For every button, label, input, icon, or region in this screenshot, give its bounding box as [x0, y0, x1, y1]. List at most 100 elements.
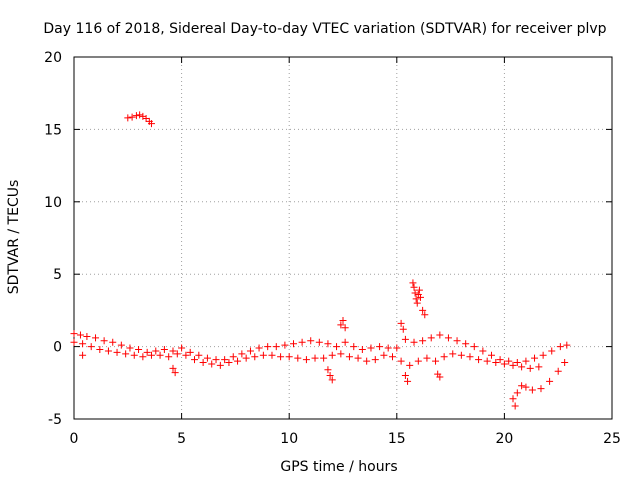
ticks-layer: 0 5 10 15 20 25 -5 0 5 10 15 20: [44, 50, 621, 447]
y-tick-label: 20: [44, 50, 62, 66]
x-tick-label: 0: [70, 431, 79, 447]
data-point: [432, 357, 440, 365]
data-point: [79, 340, 87, 348]
data-point: [513, 389, 521, 397]
x-axis-label: GPS time / hours: [280, 459, 397, 475]
data-point: [132, 112, 140, 120]
series-dips-and-excursions: [79, 317, 569, 410]
data-point: [363, 357, 371, 365]
series-main-band-upper: [70, 330, 571, 367]
data-point: [104, 347, 112, 355]
data-point: [563, 341, 571, 349]
data-point: [358, 345, 366, 353]
data-point: [509, 361, 517, 369]
data-point: [229, 353, 237, 361]
data-point: [449, 350, 457, 358]
y-axis-label: SDTVAR / TECUs: [6, 180, 22, 295]
x-tick-label: 5: [177, 431, 186, 447]
data-point: [539, 351, 547, 359]
data-point: [191, 356, 199, 364]
y-tick-label: -5: [48, 412, 62, 428]
data-point: [264, 343, 272, 351]
data-point: [421, 311, 429, 319]
x-tick-label: 15: [388, 431, 406, 447]
data-point: [511, 402, 519, 410]
data-point: [152, 347, 160, 355]
data-point: [326, 372, 334, 380]
data-point: [483, 357, 491, 365]
series-spike-near-15.8h: [409, 279, 429, 319]
data-point: [548, 347, 556, 355]
data-point: [466, 353, 474, 361]
data-point: [234, 357, 242, 365]
y-tick-label: 5: [53, 267, 62, 283]
data-point: [109, 338, 117, 346]
data-point: [76, 331, 84, 339]
series-outlier-arc-near-16: [124, 111, 155, 128]
data-point: [419, 306, 427, 314]
data-point: [294, 354, 302, 362]
data-point: [518, 382, 526, 390]
data-point: [526, 364, 534, 372]
data-point: [126, 344, 134, 352]
data-point: [320, 354, 328, 362]
data-point: [221, 356, 229, 364]
data-point: [537, 385, 545, 393]
data-point: [531, 354, 539, 362]
data-point: [399, 325, 407, 333]
data-point: [561, 359, 569, 367]
data-point: [268, 351, 276, 359]
data-point: [412, 295, 420, 303]
data-point: [203, 354, 211, 362]
grid-layer: [74, 57, 612, 419]
data-point: [281, 341, 289, 349]
data-point: [135, 345, 143, 353]
data-point: [171, 369, 179, 377]
data-point: [246, 347, 254, 355]
data-point: [409, 279, 417, 287]
data-point: [117, 341, 125, 349]
data-point: [339, 317, 347, 325]
data-point: [341, 324, 349, 332]
data-point: [350, 343, 358, 351]
data-point: [124, 114, 132, 122]
data-point: [505, 357, 513, 365]
x-tick-label: 25: [603, 431, 621, 447]
data-point: [156, 351, 164, 359]
data-point: [487, 351, 495, 359]
x-tick-label: 20: [495, 431, 513, 447]
data-point: [492, 359, 500, 367]
data-point: [345, 353, 353, 361]
plot-frame: [73, 56, 613, 420]
data-point: [311, 354, 319, 362]
data-point: [341, 338, 349, 346]
data-point: [397, 357, 405, 365]
data-point: [371, 356, 379, 364]
data-point: [337, 321, 345, 329]
data-point: [410, 283, 418, 291]
points-layer: [70, 111, 571, 410]
data-point: [255, 344, 263, 352]
data-point: [128, 113, 136, 121]
data-point: [414, 357, 422, 365]
data-point: [328, 351, 336, 359]
data-point: [96, 345, 104, 353]
data-point: [535, 363, 543, 371]
data-point: [401, 335, 409, 343]
data-point: [470, 343, 478, 351]
data-point: [404, 377, 412, 385]
y-tick-label: 0: [53, 340, 62, 356]
data-point: [251, 353, 259, 361]
data-point: [169, 364, 177, 372]
data-point: [367, 344, 375, 352]
x-tick-label: 10: [280, 431, 298, 447]
data-point: [199, 359, 207, 367]
data-point: [83, 332, 91, 340]
data-point: [556, 343, 564, 351]
data-point: [143, 348, 151, 356]
data-point: [147, 351, 155, 359]
data-point: [259, 351, 267, 359]
data-point: [160, 345, 168, 353]
data-point: [354, 354, 362, 362]
chart-title: Day 116 of 2018, Sidereal Day-to-day VTE…: [43, 21, 606, 37]
